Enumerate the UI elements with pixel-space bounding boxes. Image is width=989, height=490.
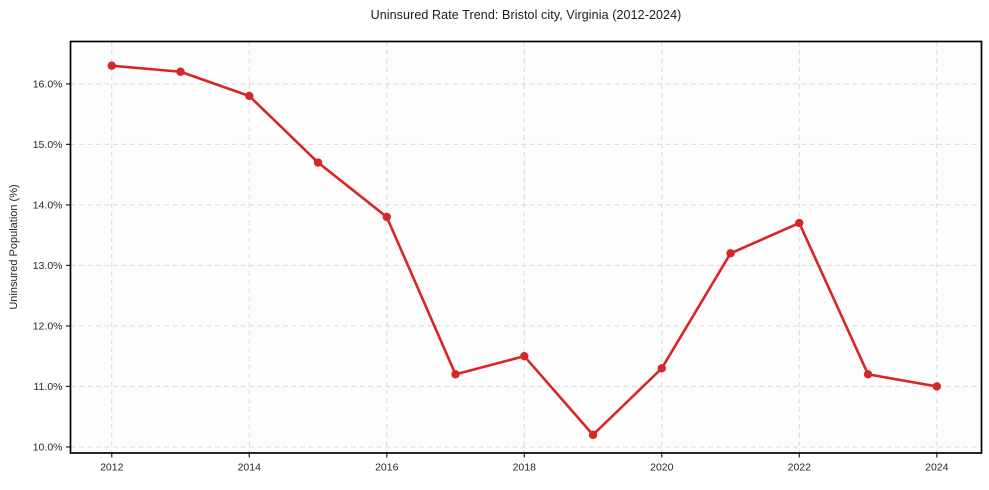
data-point <box>588 430 598 440</box>
x-tick-label: 2018 <box>513 462 537 474</box>
x-tick-label: 2020 <box>650 462 674 474</box>
y-tick-label: 10.0% <box>33 441 63 453</box>
y-axis-label: Uninsured Population (%) <box>8 184 20 310</box>
data-point <box>932 382 942 391</box>
data-point <box>245 91 254 101</box>
x-tick-label: 2022 <box>788 462 812 474</box>
data-point <box>313 158 323 167</box>
chart-title: Uninsured Rate Trend: Bristol city, Virg… <box>370 8 682 22</box>
data-point <box>657 364 666 373</box>
y-tick-label: 14.0% <box>33 199 63 211</box>
data-point <box>863 370 873 379</box>
y-tick-label: 16.0% <box>33 78 63 90</box>
x-tick-label: 2024 <box>925 462 949 474</box>
y-tick-label: 13.0% <box>33 260 63 272</box>
data-point <box>382 212 391 222</box>
data-point <box>726 249 735 258</box>
y-tick-label: 12.0% <box>33 320 63 332</box>
x-tick-label: 2016 <box>375 462 399 474</box>
y-tick-label: 11.0% <box>34 381 63 393</box>
data-point <box>176 67 185 76</box>
data-point <box>520 351 529 361</box>
x-tick-label: 2014 <box>238 462 262 474</box>
x-tick-label: 2012 <box>100 462 124 474</box>
plot-area <box>70 41 982 453</box>
data-point <box>795 218 804 228</box>
y-tick-label: 15.0% <box>33 139 63 151</box>
data-point <box>107 61 116 70</box>
data-point <box>451 370 460 379</box>
axes-border <box>69 40 983 454</box>
